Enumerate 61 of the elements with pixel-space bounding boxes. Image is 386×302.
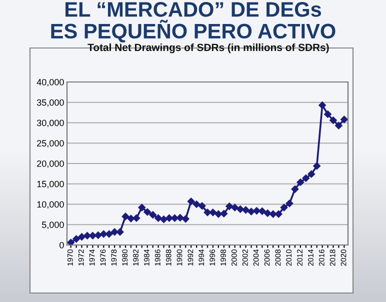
point: [84, 232, 91, 240]
point: [176, 214, 184, 222]
y-tick-label: 5,000: [42, 222, 64, 230]
point: [340, 116, 348, 124]
y-tick-label: 25,000: [37, 140, 64, 148]
y-tick-label: 30,000: [36, 120, 64, 128]
point: [89, 232, 96, 240]
point: [154, 214, 162, 222]
point: [269, 210, 277, 218]
point: [122, 212, 130, 220]
y-tick-label: 40,000: [36, 78, 64, 86]
point: [280, 204, 288, 212]
point: [231, 204, 238, 212]
point: [171, 214, 178, 222]
y-tick-label: 15,000: [37, 180, 64, 188]
point: [67, 238, 74, 245]
chart-subtitle: Total Net Drawings of SDRs (in millions of SDRs): [88, 43, 329, 54]
point: [100, 230, 108, 238]
point: [198, 202, 206, 210]
point: [291, 186, 299, 193]
point: [258, 208, 266, 215]
point: [144, 208, 152, 216]
y-tick-label: 10,000: [37, 201, 64, 209]
point: [214, 210, 222, 218]
point: [149, 211, 156, 218]
point: [204, 208, 212, 216]
point: [192, 200, 200, 208]
point: [132, 214, 140, 222]
point: [187, 198, 195, 206]
point: [242, 206, 250, 214]
point: [72, 235, 80, 243]
point: [264, 210, 272, 217]
point: [236, 206, 244, 213]
point: [182, 215, 190, 223]
point: [274, 210, 282, 218]
point: [253, 207, 260, 214]
point: [94, 232, 102, 239]
point: [209, 208, 217, 216]
point: [335, 122, 342, 130]
point: [318, 102, 326, 109]
point: [110, 228, 118, 236]
point: [296, 178, 304, 186]
point: [105, 230, 113, 238]
point: [166, 214, 173, 222]
point: [138, 204, 146, 212]
y-tick-label: 20,000: [37, 160, 64, 168]
point: [220, 210, 228, 218]
point: [226, 202, 234, 210]
point: [324, 110, 332, 118]
y-tick-label: 0: [60, 242, 64, 248]
point: [160, 216, 168, 223]
point: [330, 116, 337, 124]
chart-title: EL “MERCADO” DE DEGs ES PEQUEÑO PERO ACTIVO: [51, 2, 336, 42]
point: [302, 174, 310, 182]
point: [313, 162, 320, 170]
point: [78, 233, 86, 240]
point: [116, 228, 124, 236]
point: [248, 208, 255, 216]
point: [286, 200, 294, 208]
point: [308, 170, 316, 178]
y-tick-label: 35,000: [36, 99, 64, 107]
